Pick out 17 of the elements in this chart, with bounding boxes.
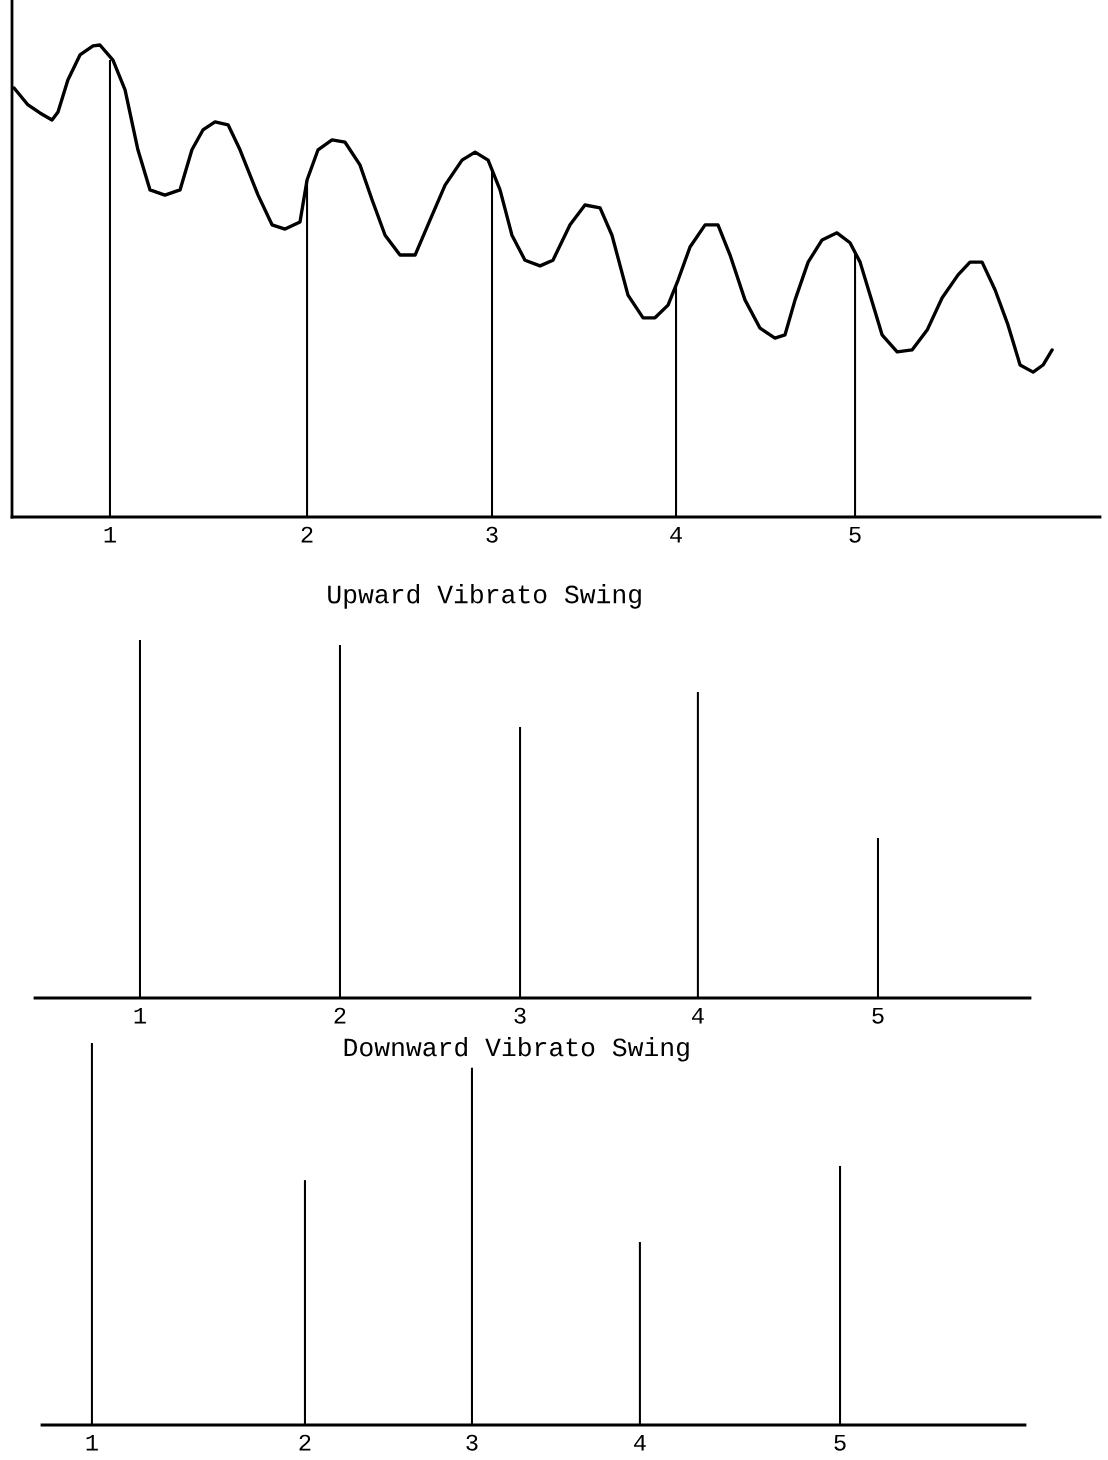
x-tick-label: 2	[301, 526, 313, 543]
x-tick-label: 3	[466, 1434, 478, 1451]
x-tick-label: 2	[334, 1007, 346, 1024]
x-tick-label: 3	[486, 526, 498, 543]
x-tick-label: 4	[634, 1434, 646, 1451]
x-tick-label: 5	[834, 1434, 846, 1451]
x-tick-label: 5	[849, 526, 861, 543]
x-tick-label: 1	[86, 1434, 98, 1451]
chart-title: Upward Vibrato Swing	[328, 584, 641, 609]
x-tick-label: 4	[692, 1007, 704, 1024]
x-tick-label: 2	[299, 1434, 311, 1451]
chart-title: Downward Vibrato Swing	[344, 1037, 689, 1062]
x-tick-label: 1	[134, 1007, 146, 1024]
x-tick-label: 3	[514, 1007, 526, 1024]
x-tick-label: 4	[670, 526, 682, 543]
x-tick-label: 1	[104, 526, 116, 543]
x-tick-label: 5	[872, 1007, 884, 1024]
